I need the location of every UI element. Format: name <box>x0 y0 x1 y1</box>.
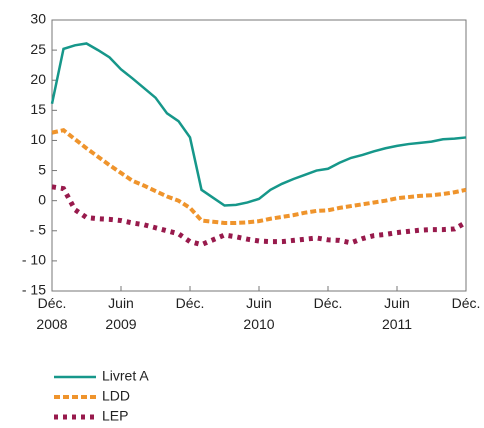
y-tick-label: 15 <box>30 101 46 117</box>
y-tick-label: 25 <box>30 41 46 57</box>
series-line <box>51 128 467 225</box>
x-tick-label: Déc. 2008 <box>36 295 68 332</box>
y-tick-label: - 10 <box>22 252 46 268</box>
y-tick-label: 10 <box>30 131 46 147</box>
series-line <box>51 184 468 248</box>
y-tick-label: 0 <box>38 191 46 207</box>
x-tick-label: Déc. <box>175 295 205 311</box>
x-tick-label: Juin 2011 <box>381 295 413 332</box>
legend-label: Livret A <box>102 368 149 384</box>
legend-label: LEP <box>102 408 128 424</box>
x-tick-label: Déc. <box>451 295 481 311</box>
legend-label: LDD <box>102 388 130 404</box>
y-tick-label: 5 <box>38 161 46 177</box>
x-tick-label: Déc. <box>313 295 343 311</box>
series-line <box>50 42 467 207</box>
y-tick-label: - 5 <box>30 221 47 237</box>
x-tick-label: Juin 2009 <box>105 295 137 332</box>
y-tick-label: 30 <box>30 11 46 27</box>
y-tick-label: 20 <box>30 71 46 87</box>
y-tick-label: - 15 <box>22 282 46 298</box>
x-tick-label: Juin 2010 <box>243 295 275 332</box>
